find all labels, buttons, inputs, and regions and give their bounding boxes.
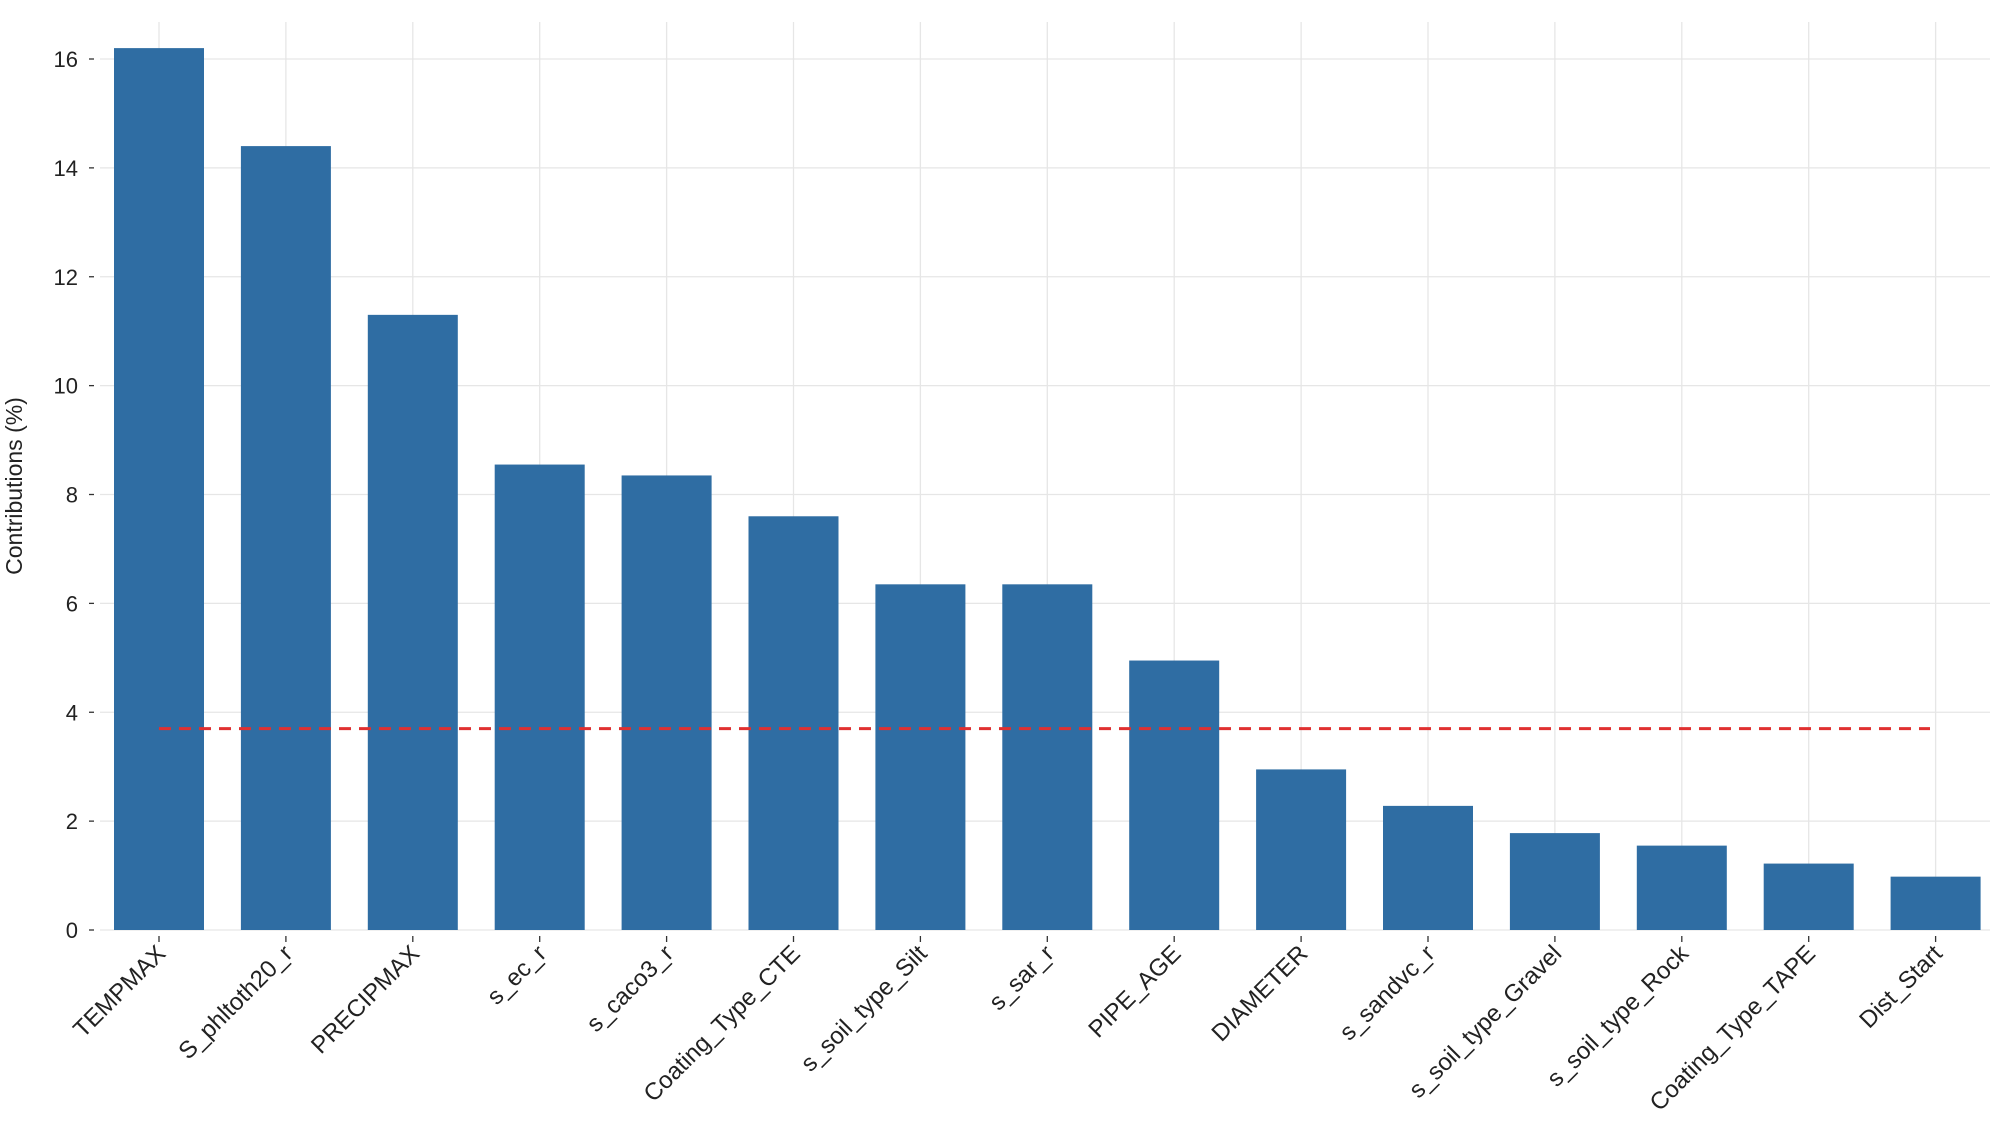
bar bbox=[748, 516, 839, 930]
x-tick-label: s_caco3_r bbox=[581, 940, 678, 1037]
bar bbox=[367, 314, 458, 930]
x-tick-label: s_soil_type_Silt bbox=[796, 940, 933, 1077]
bar bbox=[1509, 833, 1600, 930]
x-tick-label: s_ec_r bbox=[482, 940, 552, 1010]
x-tick-label: s_sar_r bbox=[984, 940, 1060, 1016]
bar bbox=[240, 146, 331, 931]
bar bbox=[1763, 863, 1854, 930]
x-tick-label: PRECIPMAX bbox=[306, 940, 425, 1059]
bar bbox=[1129, 660, 1220, 930]
x-tick-label: s_sandvc_r bbox=[1334, 940, 1440, 1046]
y-tick-label: 2 bbox=[66, 809, 78, 834]
bar bbox=[1002, 584, 1093, 930]
bar bbox=[1256, 769, 1347, 930]
bar bbox=[494, 464, 585, 930]
x-tick-label: TEMPMAX bbox=[68, 940, 171, 1043]
x-tick-label: DIAMETER bbox=[1207, 940, 1314, 1047]
y-tick-label: 12 bbox=[54, 265, 78, 290]
x-tick-label: PIPE_AGE bbox=[1083, 940, 1186, 1043]
bar bbox=[875, 584, 966, 930]
x-axis-ticks: TEMPMAX S_phltoth20_r PRECIPMAX s_ec_r s_cac… bbox=[68, 936, 1948, 1116]
bar bbox=[1383, 805, 1473, 930]
y-tick-label: 6 bbox=[66, 591, 78, 616]
x-tick-label: S_phltoth20_r bbox=[173, 940, 298, 1065]
y-tick-label: 8 bbox=[66, 483, 78, 508]
y-axis-title: Contributions (%) bbox=[1, 397, 27, 575]
bar bbox=[621, 475, 712, 930]
bar bbox=[114, 48, 204, 931]
y-axis-ticks: 0 2 4 6 8 10 12 14 16 bbox=[54, 47, 94, 943]
y-tick-label: 14 bbox=[54, 156, 78, 181]
y-tick-label: 16 bbox=[54, 47, 78, 72]
y-tick-label: 10 bbox=[54, 374, 78, 399]
x-tick-label: Dist_Start bbox=[1854, 940, 1948, 1034]
bar bbox=[1636, 845, 1727, 930]
y-tick-label: 0 bbox=[66, 918, 78, 943]
bar bbox=[1890, 876, 1981, 930]
y-tick-label: 4 bbox=[66, 700, 78, 725]
bars bbox=[114, 48, 1981, 931]
